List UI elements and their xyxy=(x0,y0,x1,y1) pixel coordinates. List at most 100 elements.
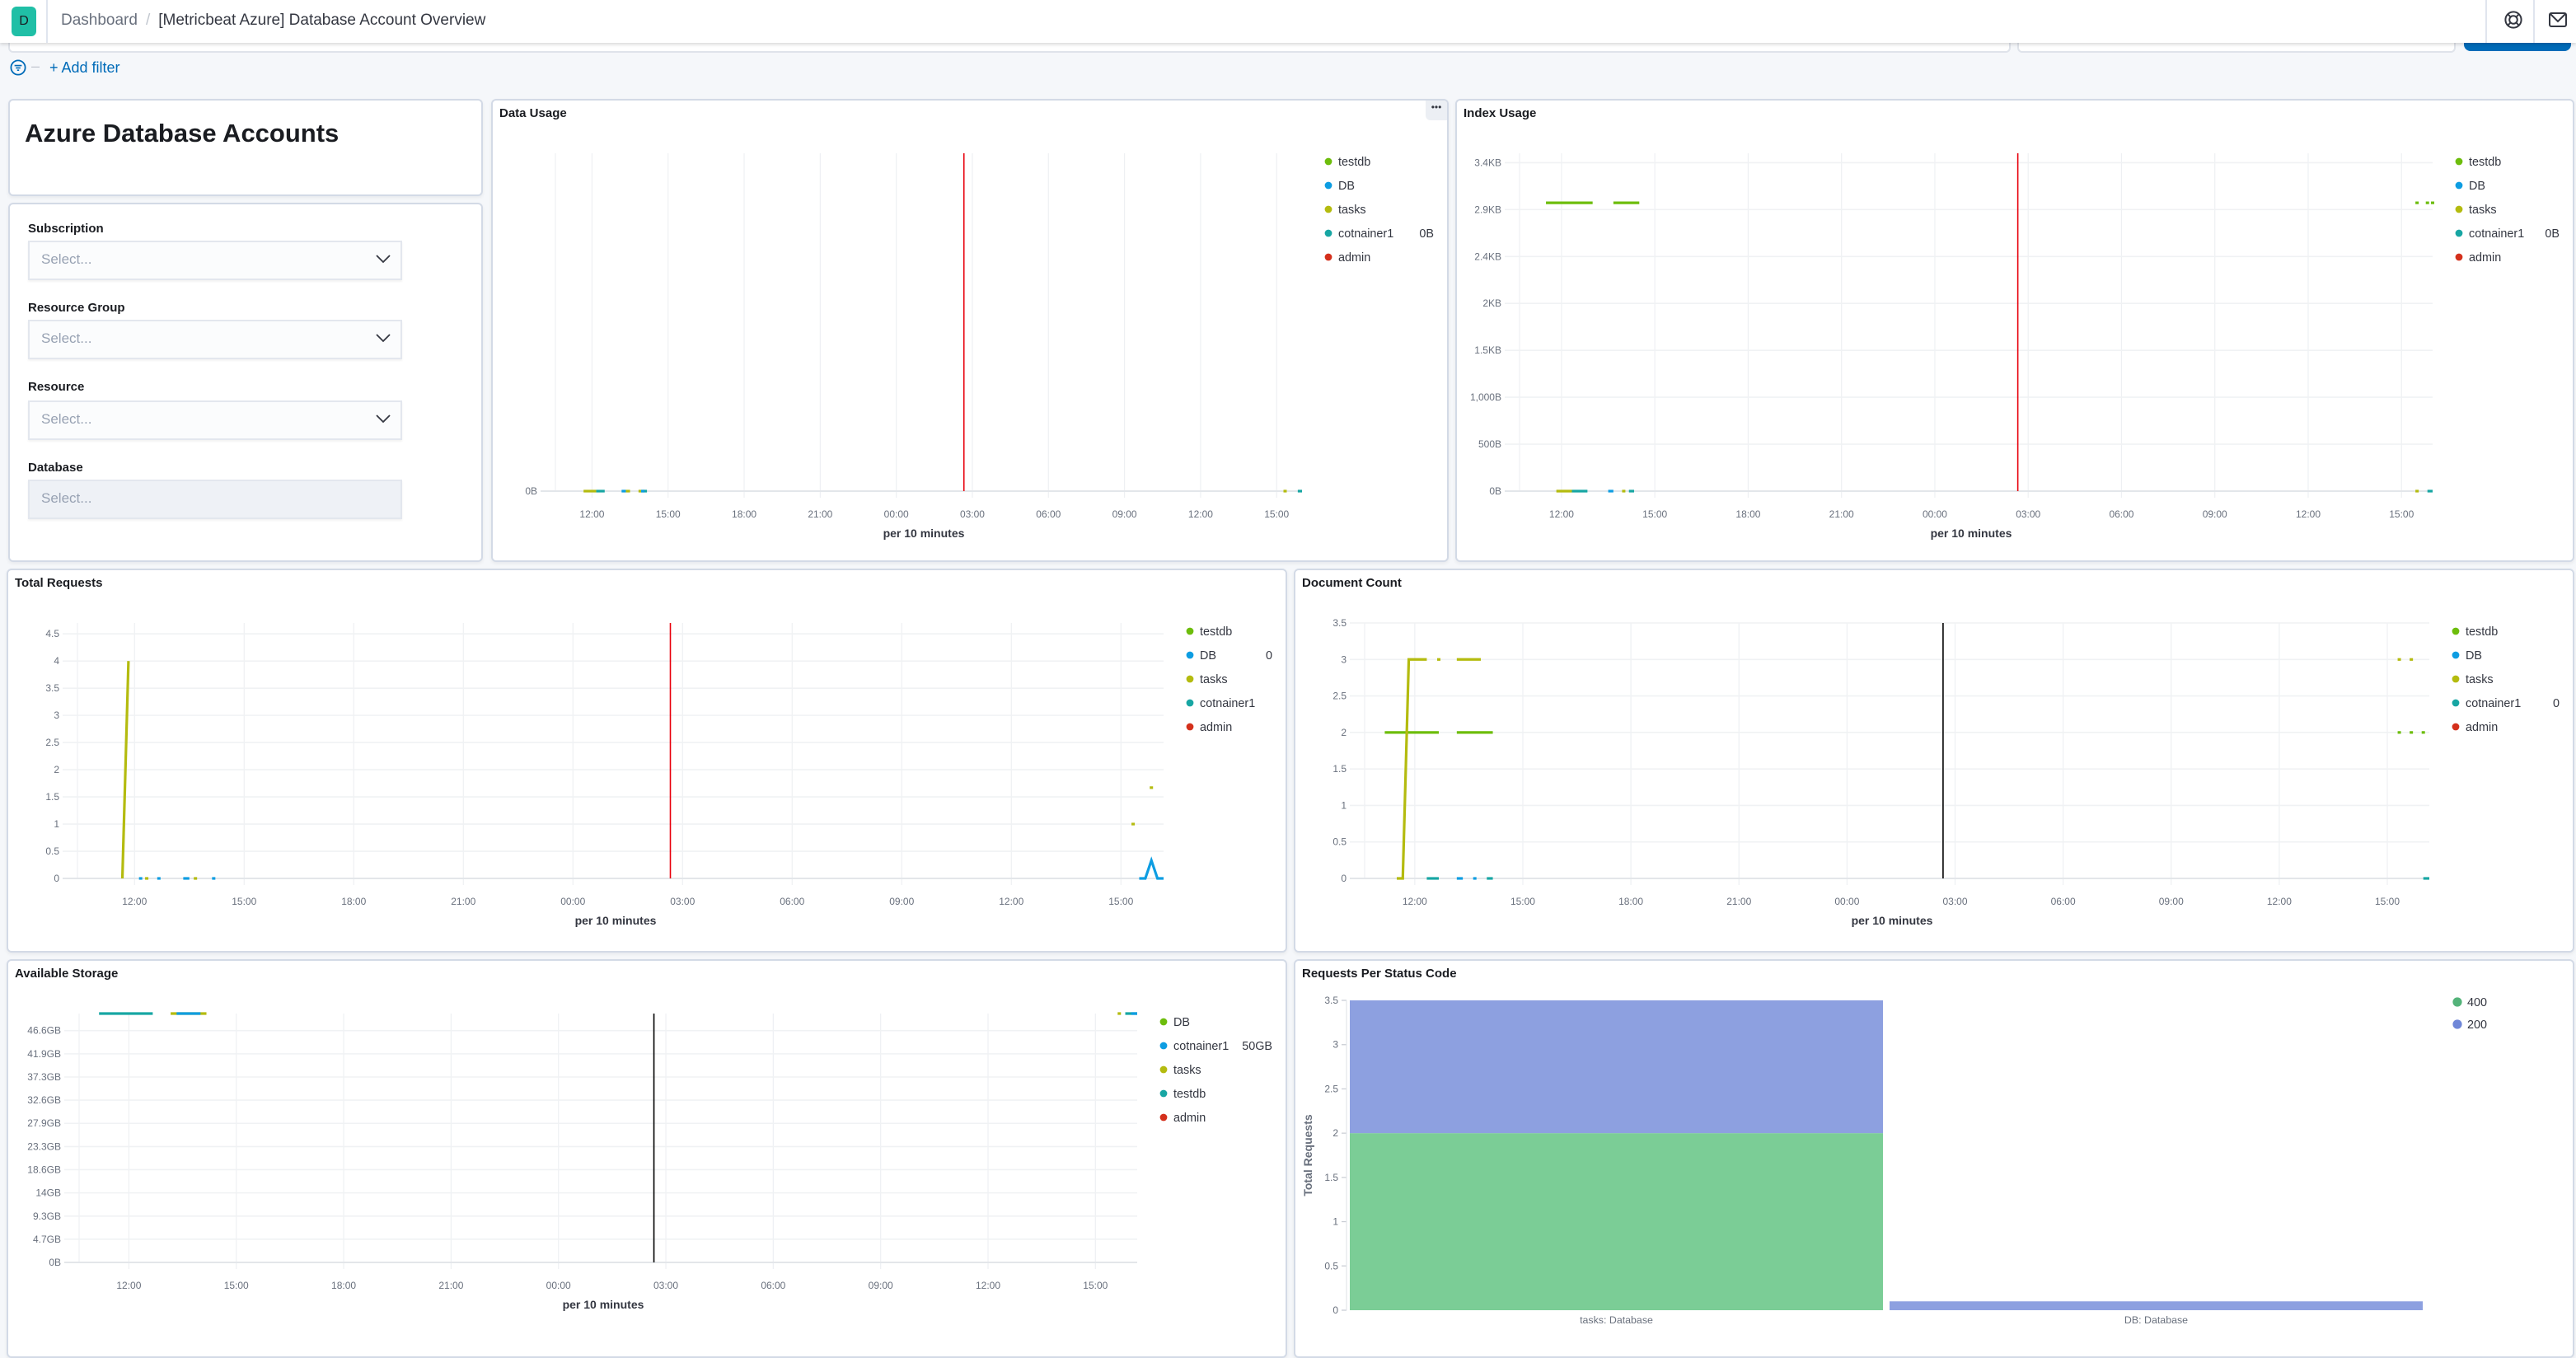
y-tick-label: 1.5 xyxy=(1332,763,1347,775)
panel-options-button[interactable]: ••• xyxy=(1426,101,1447,120)
resource-select[interactable]: Select... xyxy=(28,400,402,440)
legend-item-tasks[interactable]: tasks xyxy=(1159,1064,1201,1077)
bar-200-1[interactable] xyxy=(1890,1301,2423,1310)
legend-dot-icon xyxy=(2455,253,2463,261)
bar-400-0[interactable] xyxy=(1350,1133,1883,1310)
legend-item-testdb[interactable]: testdb xyxy=(1159,1088,1206,1101)
x-tick-label: 21:00 xyxy=(1829,508,1854,520)
y-tick-label: 0 xyxy=(1341,873,1347,884)
series-DB-line[interactable] xyxy=(1139,856,1164,880)
legend-dot-icon xyxy=(1159,1113,1168,1122)
series-tasks-line[interactable] xyxy=(120,661,130,879)
x-tick-label: 15:00 xyxy=(1108,896,1133,907)
x-tick-label: 03:00 xyxy=(670,896,695,907)
legend-item-cotnainer1[interactable]: cotnainer1 0 xyxy=(2452,697,2560,710)
legend-item-testdb[interactable]: testdb xyxy=(1186,625,1233,639)
y-tick-label: 0.5 xyxy=(1324,1260,1338,1271)
legend-label: cotnainer1 xyxy=(1338,227,1393,241)
legend-dot-icon xyxy=(1159,1089,1168,1098)
x-tick-label: 18:00 xyxy=(331,1280,356,1291)
legend-item-cotnainer1[interactable]: cotnainer1 0B xyxy=(1324,227,1434,241)
breadcrumb-dashboard[interactable]: Dashboard xyxy=(61,12,138,30)
legend-label: admin xyxy=(1338,251,1370,265)
x-tick-label: 00:00 xyxy=(1923,508,1947,520)
x-tick-label: 06:00 xyxy=(761,1280,785,1291)
filter-icon[interactable] xyxy=(10,59,26,76)
legend-label: tasks xyxy=(2466,673,2494,686)
bar-200-0[interactable] xyxy=(1350,1000,1883,1134)
legend-item-200[interactable]: 200 xyxy=(2452,1018,2487,1032)
legend-item-tasks[interactable]: tasks xyxy=(1324,204,1366,217)
add-filter-button[interactable]: + Add filter xyxy=(49,59,120,76)
legend-item-testdb[interactable]: testdb xyxy=(2455,156,2502,169)
legend-value: 50GB xyxy=(1242,1040,1272,1053)
x-tick-label: 12:00 xyxy=(976,1280,1000,1291)
y-tick-label: 1,000B xyxy=(1470,391,1501,403)
mail-icon[interactable] xyxy=(2548,10,2568,30)
y-tick-label: 2 xyxy=(54,764,59,775)
y-tick-label: 2.5 xyxy=(45,737,59,748)
legend-item-admin[interactable]: admin xyxy=(2452,721,2499,734)
x-tick-label: 18:00 xyxy=(732,508,756,520)
series-tasks-line[interactable] xyxy=(1396,658,1427,880)
legend-item-tasks[interactable]: tasks xyxy=(1186,673,1228,686)
legend-item-DB[interactable]: DB xyxy=(1324,180,1355,193)
chevron-down-icon xyxy=(376,255,391,264)
x-tick-label: 09:00 xyxy=(869,1280,893,1291)
legend-item-cotnainer1[interactable]: cotnainer1 xyxy=(1186,697,1256,710)
controls-panel: Subscription Select... Resource Group Se… xyxy=(8,203,483,562)
x-tick-label: tasks: Database xyxy=(1580,1314,1653,1326)
legend-item-admin[interactable]: admin xyxy=(1324,251,1371,265)
legend-label: cotnainer1 xyxy=(1173,1040,1229,1053)
legend-item-admin[interactable]: admin xyxy=(1186,721,1233,734)
total-requests-panel: 12:00 15:00 18:00 21:00 00:00 03:00 06:00 09:00… xyxy=(7,569,1287,953)
legend-label: admin xyxy=(2466,721,2498,734)
legend-item-cotnainer1[interactable]: cotnainer1 0B xyxy=(2455,227,2560,241)
legend-item-DB[interactable]: DB xyxy=(2452,649,2482,663)
legend-item-tasks[interactable]: tasks xyxy=(2452,673,2494,686)
legend-item-admin[interactable]: admin xyxy=(1159,1112,1206,1125)
legend-label: testdb xyxy=(2466,625,2498,639)
legend-dot-icon xyxy=(2452,997,2462,1007)
legend-dot-icon xyxy=(1324,229,1332,237)
legend-dot-icon xyxy=(2452,651,2460,659)
legend-label: DB xyxy=(2469,180,2485,193)
x-tick-label: 12:00 xyxy=(122,896,147,907)
legend-label: testdb xyxy=(1200,625,1232,639)
x-tick-label: 12:00 xyxy=(1549,508,1574,520)
x-tick-label: 06:00 xyxy=(780,896,804,907)
legend-item-DB[interactable]: DB xyxy=(1159,1016,1190,1029)
x-tick-label: 06:00 xyxy=(2109,508,2133,520)
y-tick-label: 2 xyxy=(1332,1127,1338,1139)
y-tick-label: 3 xyxy=(54,709,59,721)
subscription-select[interactable]: Select... xyxy=(28,241,402,280)
legend-item-DB[interactable]: DB 0 xyxy=(1186,649,1272,663)
legend-dot-icon xyxy=(1159,1018,1168,1026)
x-axis-title: per 10 minutes xyxy=(1931,527,2012,540)
x-axis-title: per 10 minutes xyxy=(883,527,965,540)
y-tick-label: 0B xyxy=(525,485,537,497)
legend-item-DB[interactable]: DB xyxy=(2455,180,2485,193)
space-avatar[interactable]: D xyxy=(12,7,36,36)
legend-item-400[interactable]: 400 xyxy=(2452,996,2487,1009)
database-placeholder: Select... xyxy=(41,489,92,506)
legend-dot-icon xyxy=(2452,1019,2462,1029)
subscription-placeholder: Select... xyxy=(41,251,92,267)
line-chart: 12:00 15:00 18:00 21:00 00:00 03:00 06:00 09:00… xyxy=(525,153,1434,540)
resource-group-select[interactable]: Select... xyxy=(28,320,402,359)
x-tick-label: 00:00 xyxy=(884,508,909,520)
legend-item-tasks[interactable]: tasks xyxy=(2455,204,2497,217)
legend-label: admin xyxy=(2469,251,2501,265)
legend-item-cotnainer1[interactable]: cotnainer1 50GB xyxy=(1159,1040,1272,1053)
x-tick-label: 12:00 xyxy=(1403,896,1427,907)
legend-dot-icon xyxy=(2455,181,2463,190)
x-axis-title: per 10 minutes xyxy=(563,1298,644,1311)
x-tick-label: 12:00 xyxy=(2296,508,2321,520)
legend-item-testdb[interactable]: testdb xyxy=(2452,625,2499,639)
data-usage-panel: 12:00 15:00 18:00 21:00 00:00 03:00 06:00 09:00… xyxy=(491,99,1449,562)
help-icon[interactable] xyxy=(2503,10,2523,30)
legend-item-testdb[interactable]: testdb xyxy=(1324,156,1371,169)
legend-item-admin[interactable]: admin xyxy=(2455,251,2502,265)
chevron-down-icon xyxy=(376,414,391,424)
x-tick-label: 18:00 xyxy=(1618,896,1643,907)
